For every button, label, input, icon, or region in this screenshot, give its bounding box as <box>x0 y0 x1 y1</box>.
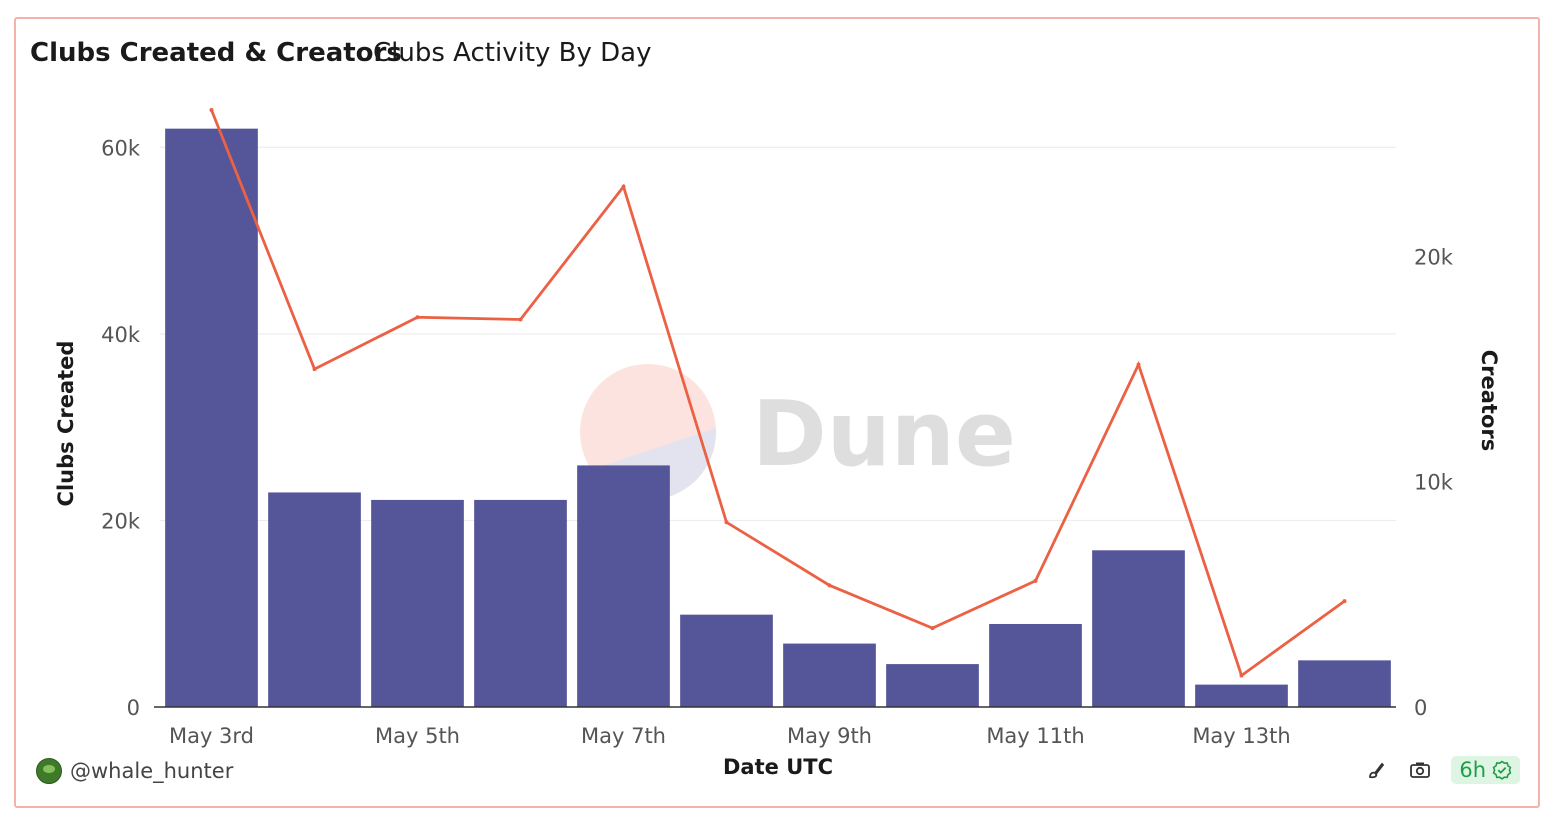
y-axis-label: Clubs Created <box>54 341 78 507</box>
line-point[interactable] <box>621 184 626 189</box>
brush-icon[interactable] <box>1363 757 1389 783</box>
author[interactable]: @whale_hunter <box>36 758 233 784</box>
refresh-badge-text: 6h <box>1459 758 1486 782</box>
axes: 0 20k 40k 60k 0 10k 20k May 3rd May 5th May 7th Ma… <box>101 136 1454 748</box>
x-tick-label: May 13th <box>1192 724 1290 748</box>
bar[interactable] <box>474 499 567 707</box>
bar-series <box>165 128 1391 707</box>
footer-actions: 6h <box>1363 756 1520 784</box>
bar[interactable] <box>1298 660 1391 707</box>
check-circle-icon <box>1492 760 1512 780</box>
line-point[interactable] <box>415 315 420 320</box>
refresh-badge[interactable]: 6h <box>1451 756 1520 784</box>
chart-subtitle: Clubs Activity By Day <box>373 38 652 68</box>
bar[interactable] <box>371 499 464 707</box>
x-tick-label: May 5th <box>375 724 460 748</box>
x-tick-label: May 7th <box>581 724 666 748</box>
bar[interactable] <box>989 623 1082 707</box>
bar[interactable] <box>783 643 876 707</box>
y2-tick-label: 0 <box>1414 696 1427 720</box>
line-point[interactable] <box>312 367 317 372</box>
x-tick-label: May 9th <box>787 724 872 748</box>
line-point[interactable] <box>1136 362 1141 367</box>
x-tick-label: May 11th <box>986 724 1084 748</box>
line-point[interactable] <box>518 317 523 322</box>
x-axis-label: Date UTC <box>723 755 833 779</box>
x-tick-label: May 3rd <box>169 724 254 748</box>
camera-icon[interactable] <box>1407 757 1433 783</box>
chart-title: Clubs Created & Creators <box>30 38 402 68</box>
bar[interactable] <box>1195 684 1288 707</box>
bar[interactable] <box>680 614 773 707</box>
line-point[interactable] <box>1033 578 1038 583</box>
avatar <box>36 758 62 784</box>
watermark-text: Dune <box>752 382 1016 487</box>
creators-line[interactable] <box>210 109 1346 678</box>
y2-axis-label: Creators <box>1477 350 1501 452</box>
author-handle[interactable]: @whale_hunter <box>70 759 234 783</box>
line-point[interactable] <box>209 108 214 112</box>
y-tick-label: 0 <box>127 696 140 720</box>
line-point[interactable] <box>1239 673 1244 678</box>
line-point[interactable] <box>827 583 832 588</box>
line-point[interactable] <box>930 626 935 631</box>
y2-tick-label: 10k <box>1414 471 1454 495</box>
bar[interactable] <box>1092 550 1185 707</box>
y-tick-label: 40k <box>101 323 141 347</box>
line-point[interactable] <box>724 520 729 525</box>
y2-tick-label: 20k <box>1414 245 1454 269</box>
bar[interactable] <box>886 664 979 707</box>
y-tick-label: 20k <box>101 509 141 533</box>
y-tick-label: 60k <box>101 136 141 160</box>
line-series <box>209 108 1347 678</box>
bar[interactable] <box>268 492 361 707</box>
line-point[interactable] <box>1342 599 1347 604</box>
bar[interactable] <box>577 465 670 707</box>
bar[interactable] <box>165 128 258 707</box>
